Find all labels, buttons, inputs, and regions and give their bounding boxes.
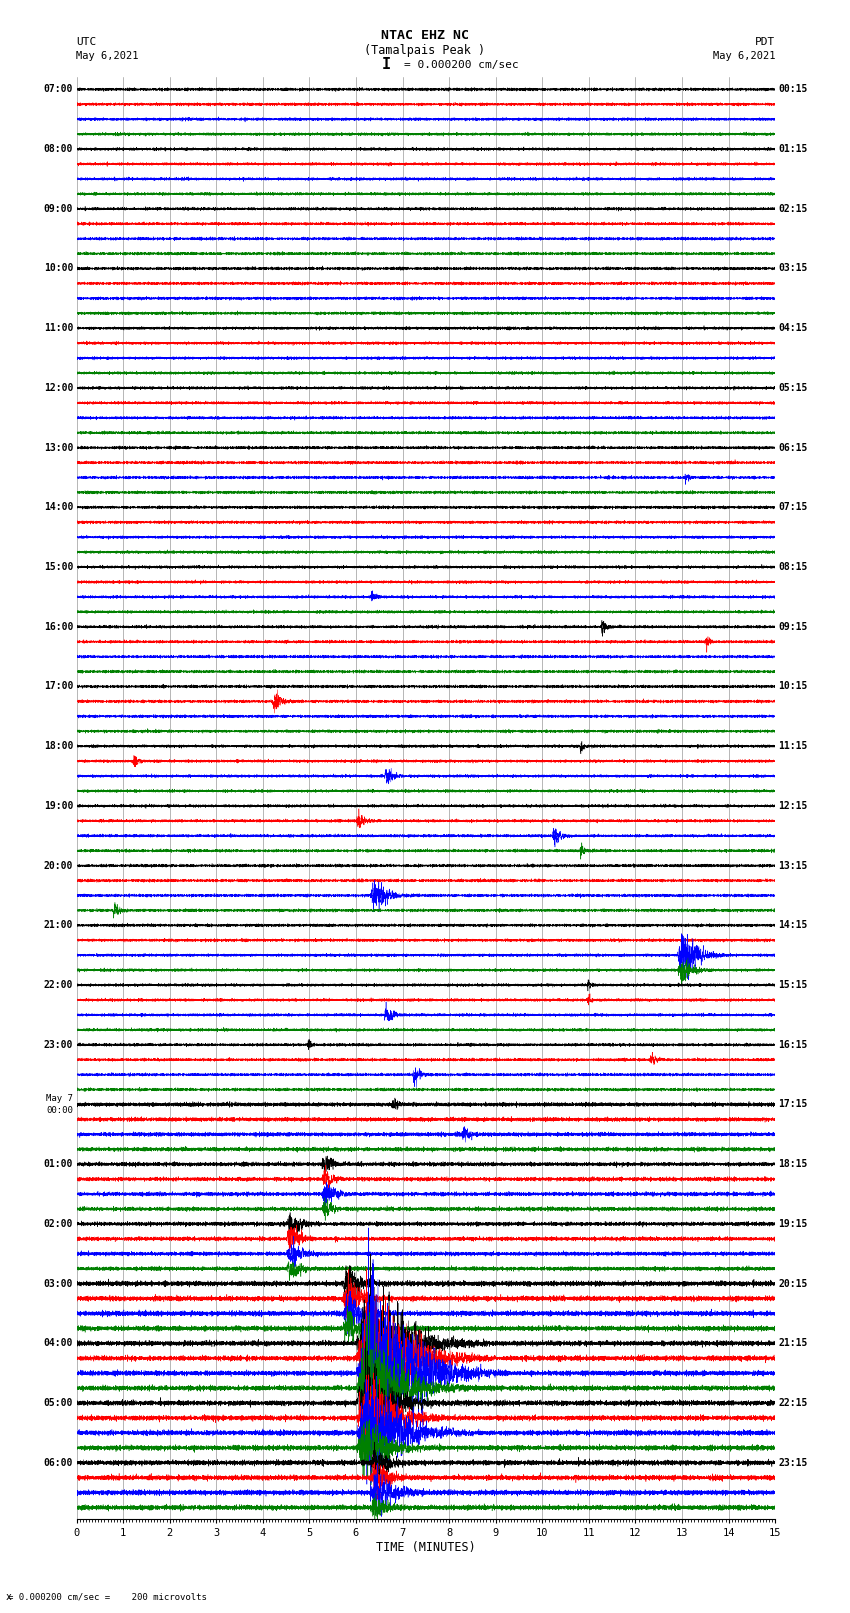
Text: 12:15: 12:15 — [779, 802, 808, 811]
Text: 22:00: 22:00 — [43, 981, 73, 990]
Text: 23:15: 23:15 — [779, 1458, 808, 1468]
Text: 21:00: 21:00 — [43, 921, 73, 931]
Text: 01:00: 01:00 — [43, 1160, 73, 1169]
Text: 23:00: 23:00 — [43, 1040, 73, 1050]
Text: 01:15: 01:15 — [779, 144, 808, 155]
Text: 06:15: 06:15 — [779, 442, 808, 453]
Text: 20:15: 20:15 — [779, 1279, 808, 1289]
Text: UTC: UTC — [76, 37, 97, 47]
Text: 16:00: 16:00 — [43, 621, 73, 632]
Text: 07:00: 07:00 — [43, 84, 73, 95]
Text: 13:00: 13:00 — [43, 442, 73, 453]
Text: 04:15: 04:15 — [779, 323, 808, 334]
Text: 00:00: 00:00 — [46, 1107, 73, 1116]
Text: 21:15: 21:15 — [779, 1339, 808, 1348]
Text: 00:15: 00:15 — [779, 84, 808, 95]
Text: 05:15: 05:15 — [779, 382, 808, 394]
Text: 17:00: 17:00 — [43, 681, 73, 692]
Text: 16:15: 16:15 — [779, 1040, 808, 1050]
Text: 18:15: 18:15 — [779, 1160, 808, 1169]
Text: 12:00: 12:00 — [43, 382, 73, 394]
Text: 11:15: 11:15 — [779, 742, 808, 752]
Text: 15:00: 15:00 — [43, 561, 73, 573]
Text: 22:15: 22:15 — [779, 1398, 808, 1408]
Text: 06:00: 06:00 — [43, 1458, 73, 1468]
Text: (Tamalpais Peak ): (Tamalpais Peak ) — [365, 44, 485, 56]
Text: 14:15: 14:15 — [779, 921, 808, 931]
Text: 08:15: 08:15 — [779, 561, 808, 573]
Text: 11:00: 11:00 — [43, 323, 73, 334]
Text: 17:15: 17:15 — [779, 1100, 808, 1110]
Text: 05:00: 05:00 — [43, 1398, 73, 1408]
Text: 10:00: 10:00 — [43, 263, 73, 274]
Text: 19:00: 19:00 — [43, 802, 73, 811]
Text: x: x — [6, 1592, 12, 1602]
Text: 18:00: 18:00 — [43, 742, 73, 752]
Text: 02:15: 02:15 — [779, 203, 808, 215]
Text: May 6,2021: May 6,2021 — [76, 52, 139, 61]
Text: 03:00: 03:00 — [43, 1279, 73, 1289]
Text: NTAC EHZ NC: NTAC EHZ NC — [381, 29, 469, 42]
Text: 19:15: 19:15 — [779, 1219, 808, 1229]
Text: = 0.000200 cm/sec: = 0.000200 cm/sec — [404, 60, 518, 69]
Text: PDT: PDT — [755, 37, 775, 47]
Text: 13:15: 13:15 — [779, 861, 808, 871]
Text: 03:15: 03:15 — [779, 263, 808, 274]
Text: 20:00: 20:00 — [43, 861, 73, 871]
Text: 08:00: 08:00 — [43, 144, 73, 155]
Text: 09:00: 09:00 — [43, 203, 73, 215]
Text: 09:15: 09:15 — [779, 621, 808, 632]
X-axis label: TIME (MINUTES): TIME (MINUTES) — [376, 1542, 476, 1555]
Text: May 7: May 7 — [46, 1094, 73, 1103]
Text: 04:00: 04:00 — [43, 1339, 73, 1348]
Text: 15:15: 15:15 — [779, 981, 808, 990]
Text: = 0.000200 cm/sec =    200 microvolts: = 0.000200 cm/sec = 200 microvolts — [8, 1592, 207, 1602]
Text: 07:15: 07:15 — [779, 502, 808, 513]
Text: 10:15: 10:15 — [779, 681, 808, 692]
Text: I: I — [382, 56, 391, 73]
Text: 02:00: 02:00 — [43, 1219, 73, 1229]
Text: May 6,2021: May 6,2021 — [712, 52, 775, 61]
Text: 14:00: 14:00 — [43, 502, 73, 513]
